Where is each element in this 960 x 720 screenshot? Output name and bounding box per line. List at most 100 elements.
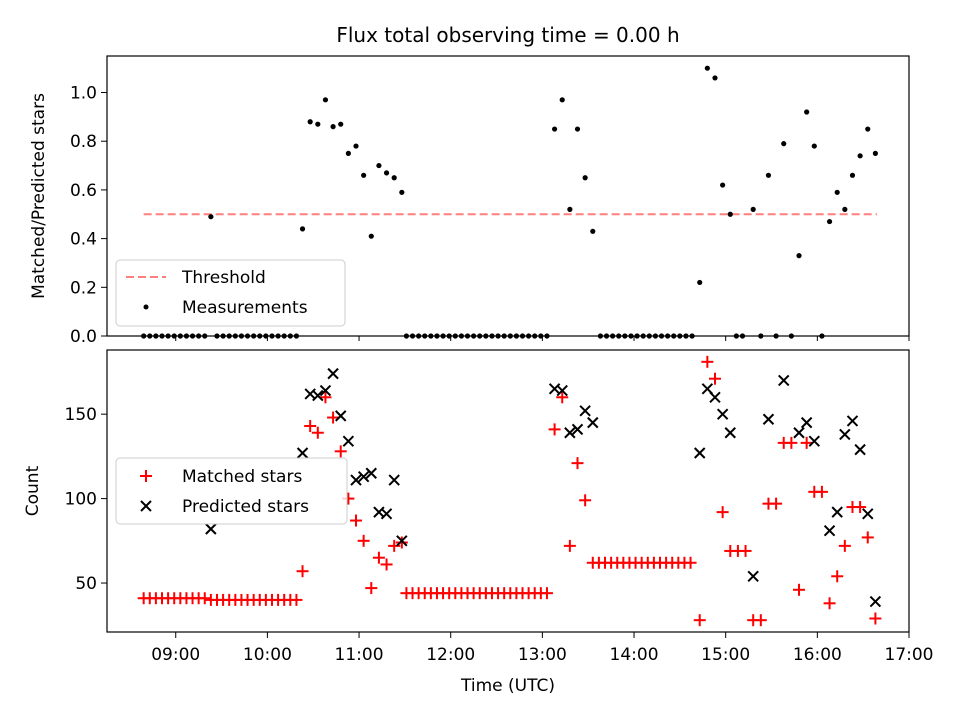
measurement-point — [590, 228, 596, 234]
predicted-star-point — [342, 435, 355, 447]
top-y-axis: 0.0 0.2 0.4 0.6 0.8 1.0 — [70, 84, 107, 347]
bottom-panel: 50 100 150 09:00 10:00 11:00 12:00 13:00 14:00 1… — [23, 349, 934, 696]
matched-star-point — [579, 494, 592, 507]
bottom-axes-frame — [106, 349, 910, 633]
predicted-star-point — [579, 405, 591, 417]
legend-measurements-label: Measurements — [182, 298, 308, 318]
measurement-point — [849, 172, 856, 178]
measurement-point — [208, 214, 214, 220]
bottom-x-tick-label: 09:00 — [151, 645, 200, 665]
matched-star-point — [357, 534, 370, 547]
measurement-point — [391, 175, 397, 181]
measurement-point — [399, 189, 405, 195]
predicted-star-point — [365, 467, 377, 479]
matched-star-point — [770, 497, 783, 510]
predicted-star-point — [327, 367, 339, 380]
predicted-star-point — [747, 570, 759, 582]
matched-star-point — [548, 423, 561, 436]
bottom-x-tick-label: 11:00 — [335, 645, 384, 665]
matched-star-point — [684, 556, 697, 569]
measurement-point — [712, 75, 718, 81]
predicted-star-point — [312, 389, 324, 402]
measurement-point — [865, 126, 871, 132]
measurement-point — [307, 119, 313, 125]
matched-star-point — [861, 531, 874, 544]
measurement-point — [842, 206, 848, 212]
matched-star-point — [350, 514, 363, 527]
measurement-point — [330, 124, 336, 130]
predicted-star-point — [862, 508, 874, 520]
measurement-point — [582, 175, 588, 181]
measurement-point — [368, 233, 374, 239]
top-legend: Threshold Measurements — [115, 259, 346, 327]
matched-star-point — [290, 593, 303, 606]
predicted-star-point — [335, 410, 347, 422]
predicted-star-point — [296, 447, 309, 459]
matched-star-point — [815, 485, 828, 498]
matched-star-point — [388, 539, 401, 552]
predicted-star-point — [762, 413, 775, 425]
measurement-point — [834, 189, 840, 195]
measurement-point — [338, 121, 344, 127]
matched-star-point — [869, 612, 882, 625]
predicted-star-point — [778, 374, 790, 387]
predicted-star-point — [357, 470, 370, 483]
predicted-star-point — [694, 447, 706, 459]
legend-threshold-label: Threshold — [181, 268, 266, 288]
measurement-point — [872, 150, 878, 156]
measurement-point — [345, 150, 351, 156]
bottom-legend-box — [115, 457, 348, 525]
bottom-x-axis: 09:00 10:00 11:00 12:00 13:00 14:00 15:00 16:00… — [151, 632, 934, 665]
chart-title: Flux total observing time = 0.00 h — [336, 23, 679, 47]
measurement-point — [361, 172, 367, 178]
top-y-axis-label: Matched/Predicted stars — [29, 93, 49, 299]
matched-star-point — [793, 583, 806, 596]
measurement-point — [697, 279, 703, 286]
predicted-star-point — [571, 423, 584, 436]
matched-star-point — [838, 539, 851, 552]
matched-star-point — [823, 597, 836, 610]
legend-measurements-swatch — [143, 304, 149, 310]
measurement-point — [567, 206, 573, 212]
top-y-tick-label: 0.8 — [70, 132, 97, 152]
legend-matched-label: Matched stars — [182, 467, 302, 487]
measurement-point — [574, 126, 581, 132]
measurement-point — [796, 253, 802, 259]
top-y-tick-label: 0.4 — [70, 230, 97, 250]
top-y-tick-label: 1.0 — [70, 84, 97, 104]
measurement-point — [704, 65, 710, 71]
top-axes-frame — [106, 55, 910, 337]
predicted-star-point — [319, 384, 332, 397]
matched-star-point — [304, 419, 317, 432]
matched-star-point — [319, 391, 332, 404]
bottom-x-tick-label: 10:00 — [243, 645, 292, 665]
predicted-star-point — [350, 474, 362, 486]
predicted-star-point — [869, 595, 882, 608]
bottom-x-tick-label: 12:00 — [426, 645, 475, 665]
bottom-x-tick-label: 17:00 — [885, 645, 934, 665]
legend-predicted-label: Predicted stars — [182, 497, 309, 517]
matched-star-point — [540, 587, 553, 600]
measurement-point — [322, 97, 329, 103]
matched-star-point — [198, 592, 211, 605]
predicted-star-point — [205, 523, 217, 535]
measurement-point — [804, 109, 810, 115]
predicted-star-point — [839, 428, 851, 441]
predicted-star-point — [854, 443, 866, 456]
measurement-point — [376, 162, 382, 169]
predicted-star-point — [846, 415, 859, 427]
matched-star-point — [754, 614, 767, 627]
bottom-y-tick-label: 100 — [65, 490, 97, 510]
measurement-point — [857, 153, 863, 159]
matched-star-point — [395, 536, 408, 549]
matched-star-point — [739, 544, 752, 557]
matched-star-point — [831, 570, 844, 583]
matched-star-point — [563, 539, 576, 552]
predicted-star-point — [587, 416, 599, 429]
bottom-x-tick-label: 15:00 — [701, 645, 750, 665]
measurement-point — [727, 211, 733, 217]
bottom-y-tick-label: 50 — [75, 574, 97, 594]
measurement-point — [826, 218, 833, 225]
measurement-point — [811, 143, 817, 149]
predicted-star-point — [380, 508, 393, 520]
